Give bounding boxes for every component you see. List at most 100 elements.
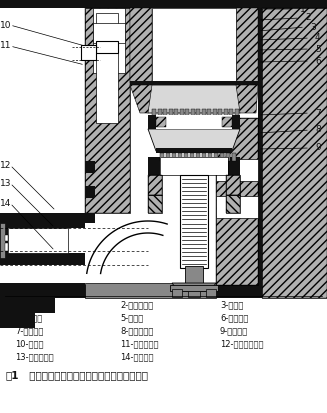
Bar	[93, 8, 125, 73]
Bar	[226, 175, 240, 195]
Bar	[160, 153, 164, 161]
Bar	[184, 153, 188, 161]
Text: 12-助燃空气入口: 12-助燃空气入口	[220, 339, 264, 349]
Bar	[85, 213, 95, 223]
Bar	[191, 109, 195, 117]
Bar	[214, 153, 218, 161]
Bar	[216, 159, 258, 181]
Text: 带中心旋流柱的热风炉陶瓷燃烧器结构示意: 带中心旋流柱的热风炉陶瓷燃烧器结构示意	[22, 370, 148, 380]
Bar	[152, 109, 156, 117]
Text: 1: 1	[300, 5, 306, 14]
Bar	[0, 228, 85, 253]
Polygon shape	[130, 85, 258, 113]
Bar	[207, 109, 211, 117]
Text: 13-煤气导流板: 13-煤气导流板	[15, 353, 54, 361]
Bar	[206, 289, 216, 297]
Bar	[232, 153, 236, 161]
Bar	[85, 283, 216, 298]
Bar	[0, 213, 85, 228]
Bar	[0, 313, 35, 328]
Bar	[156, 117, 166, 127]
Bar	[5, 235, 8, 241]
Bar	[0, 283, 85, 298]
Bar	[96, 41, 118, 53]
Bar	[85, 186, 95, 198]
Text: 8: 8	[315, 126, 321, 135]
Bar	[220, 153, 224, 161]
Bar	[185, 266, 203, 283]
Bar	[223, 109, 228, 117]
Bar	[5, 243, 8, 251]
Bar	[178, 153, 182, 161]
Polygon shape	[172, 283, 216, 291]
Bar	[130, 8, 258, 83]
Bar	[229, 109, 233, 117]
Text: 6-一次风口: 6-一次风口	[220, 313, 249, 323]
Bar	[148, 175, 162, 195]
Text: 图1: 图1	[5, 370, 19, 380]
Bar	[196, 153, 200, 161]
Bar	[130, 8, 152, 83]
Bar	[0, 298, 55, 313]
Text: 3: 3	[310, 22, 316, 31]
Text: 1-燃烧室大墙: 1-燃烧室大墙	[15, 301, 48, 309]
Bar	[262, 8, 327, 298]
Text: 4-二次风口: 4-二次风口	[15, 313, 43, 323]
Text: 14-煤气入口: 14-煤气入口	[120, 353, 153, 361]
Text: 5: 5	[315, 45, 321, 54]
Text: 3-保护帽: 3-保护帽	[220, 301, 243, 309]
Text: 11: 11	[0, 41, 11, 50]
Text: 13: 13	[0, 178, 11, 188]
Bar	[156, 115, 232, 129]
Text: 14: 14	[0, 199, 11, 207]
Bar	[148, 157, 240, 175]
Bar	[0, 0, 327, 8]
Bar	[201, 109, 205, 117]
Polygon shape	[130, 85, 152, 113]
Bar	[180, 175, 208, 268]
Bar	[0, 285, 262, 298]
Polygon shape	[148, 129, 240, 151]
Bar	[262, 8, 327, 298]
Bar	[0, 223, 8, 258]
Bar	[226, 195, 240, 213]
Bar	[172, 289, 182, 297]
Bar	[190, 153, 194, 161]
Bar	[222, 117, 232, 127]
Bar	[152, 8, 236, 83]
Bar	[216, 196, 258, 218]
Bar	[234, 109, 238, 117]
Text: 2: 2	[305, 14, 311, 22]
Text: 9-煤气环道: 9-煤气环道	[220, 327, 248, 335]
Bar	[174, 109, 178, 117]
Bar	[148, 195, 162, 213]
Bar	[180, 109, 183, 117]
Bar	[226, 195, 240, 213]
Bar	[85, 8, 130, 213]
Bar	[8, 228, 68, 253]
Bar	[163, 109, 167, 117]
Bar	[236, 8, 258, 83]
Bar	[85, 161, 95, 173]
Bar	[172, 153, 176, 161]
Bar	[216, 118, 258, 285]
Text: 7-空气环道: 7-空气环道	[15, 327, 43, 335]
Bar	[258, 8, 262, 298]
Text: 10: 10	[0, 21, 11, 29]
Bar	[81, 45, 96, 60]
Text: 10-点火孔: 10-点火孔	[15, 339, 43, 349]
Text: 11-空气上升道: 11-空气上升道	[120, 339, 159, 349]
Bar	[85, 8, 258, 285]
Polygon shape	[236, 85, 258, 113]
Bar	[218, 109, 222, 117]
Text: 6: 6	[315, 57, 321, 66]
Bar	[158, 109, 162, 117]
Bar	[166, 153, 170, 161]
Bar	[148, 115, 240, 129]
Bar	[170, 285, 218, 291]
Bar	[226, 175, 240, 195]
Bar	[0, 253, 85, 265]
Text: 2-减震导流环: 2-减震导流环	[120, 301, 153, 309]
Bar	[156, 148, 232, 153]
Bar	[81, 45, 96, 60]
